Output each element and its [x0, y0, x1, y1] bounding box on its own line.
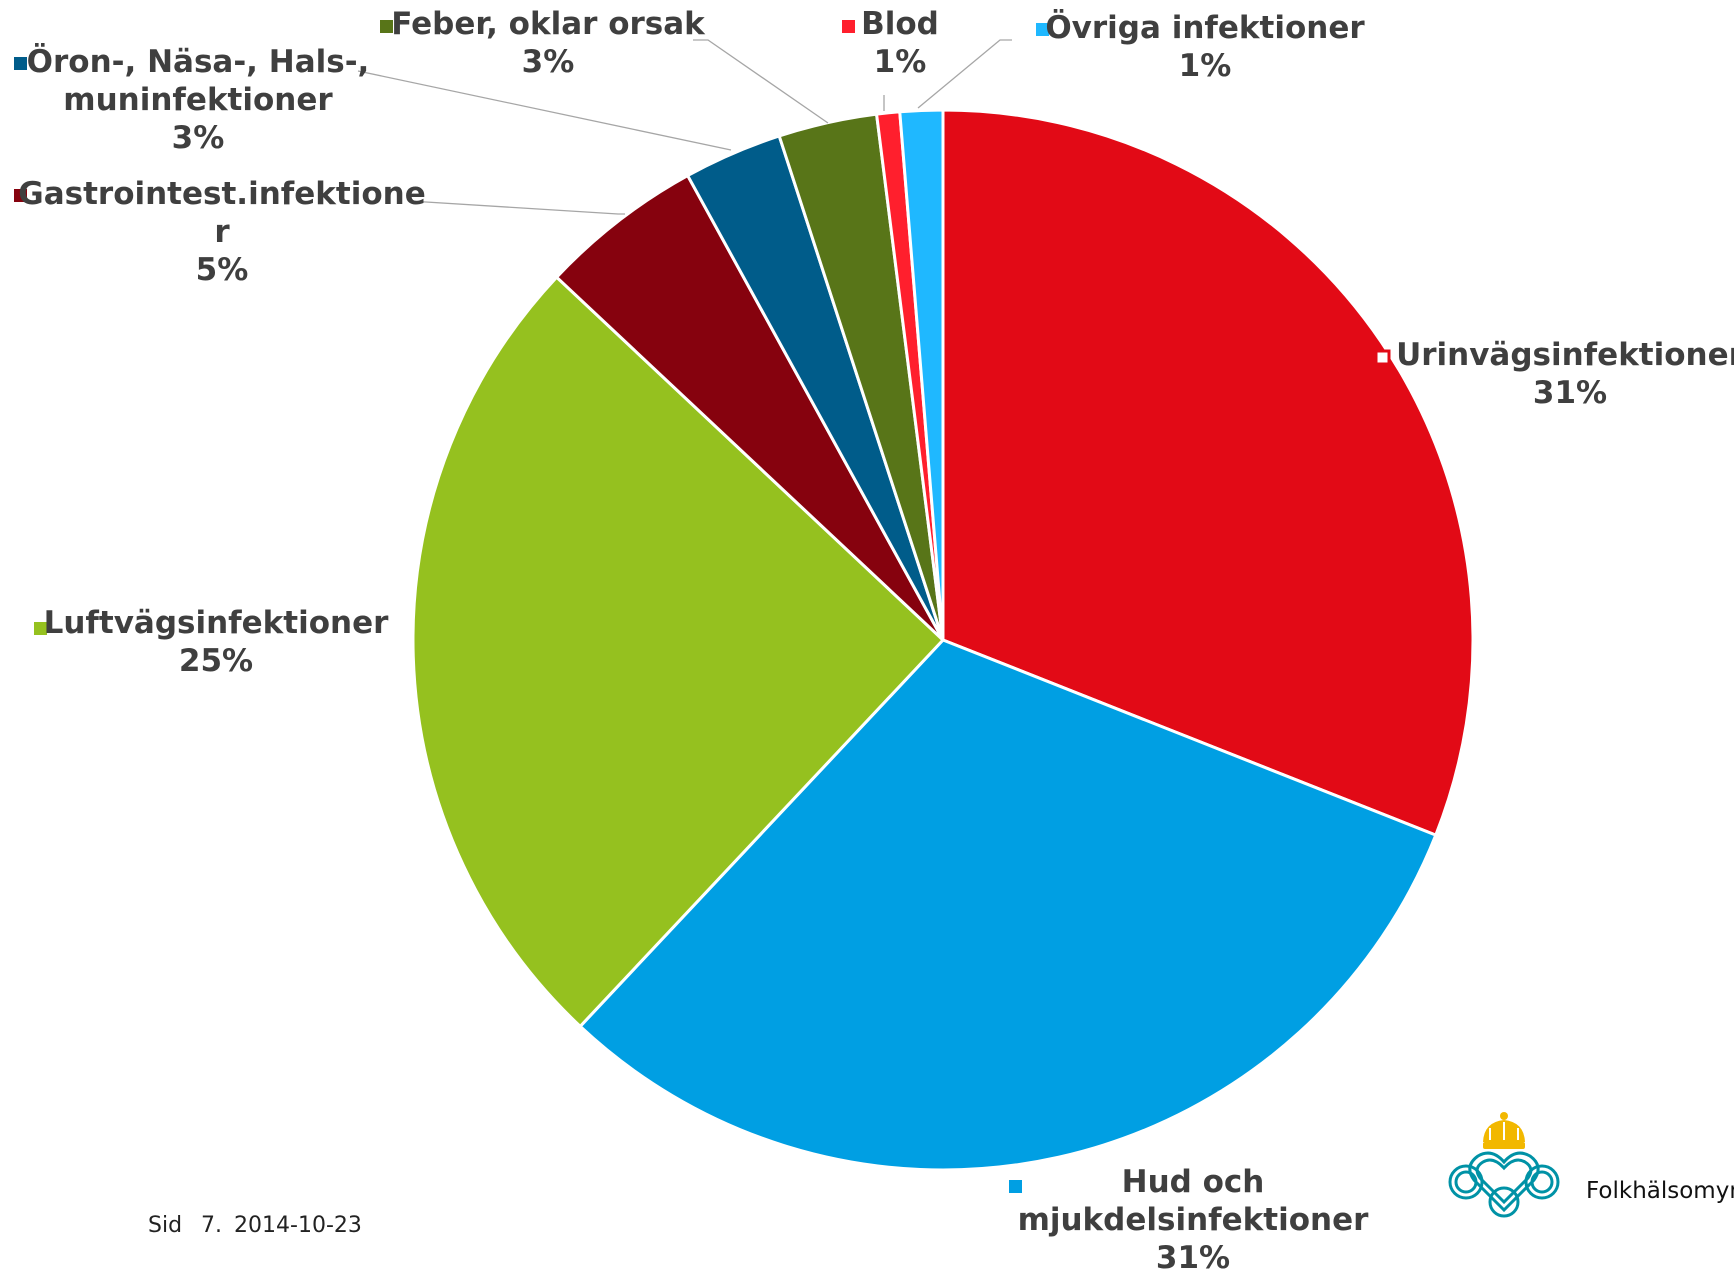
pie-slice-1 [578, 638, 1438, 1172]
folkhalsomyndigheten-logo-icon [1448, 1112, 1560, 1218]
logo-text: Folkhälsomyndigheten [1586, 1178, 1734, 1204]
knot-icon [1448, 1151, 1560, 1218]
slice-label-7: Övriga infektioner 1% [1045, 9, 1365, 84]
footer-page-label: Sid [148, 1213, 183, 1238]
slice-label-1: Hud och mjukdelsinfektioner 31% [1018, 1164, 1370, 1269]
label-swatch-3 [14, 189, 27, 202]
leader-line-3 [409, 200, 625, 215]
footer-date: 2014-10-23 [234, 1213, 362, 1238]
pie-slices [411, 108, 1475, 1172]
slice-label-6: Blod 1% [861, 6, 939, 80]
slice-label-5: Feber, oklar orsak 3% [391, 6, 706, 80]
slice-label-4: Öron-, Näsa-, Hals-, muninfektioner 3% [27, 43, 370, 156]
label-swatch-1 [1009, 1180, 1022, 1193]
slice-label-2: Luftvägsinfektioner 25% [44, 605, 390, 679]
slice-label-0: Urinvägsinfektioner 31% [1396, 337, 1734, 411]
leader-line-5 [693, 39, 829, 124]
leader-line-7 [917, 39, 1012, 109]
pie-slice-7 [898, 108, 945, 641]
slide-footer: Sid 7. 2014-10-23 [148, 1213, 374, 1238]
pie-slice-0 [941, 108, 1475, 838]
label-swatch-4 [14, 57, 27, 70]
leader-line-4 [357, 70, 732, 151]
label-swatch-5 [380, 20, 393, 33]
pie-slice-2 [411, 275, 946, 1029]
footer-page-number: 7. [201, 1213, 223, 1238]
label-swatch-0 [1374, 349, 1391, 366]
crown-icon [1483, 1112, 1525, 1149]
leader-lines [357, 39, 1012, 215]
label-swatch-6 [842, 20, 855, 33]
label-swatch-7 [1036, 23, 1049, 36]
slice-label-3: Gastrointest.infektione r 5% [18, 176, 425, 288]
slice-labels: Urinvägsinfektioner 31% Hud och mjukdelsinf… [14, 6, 1734, 1269]
pie-slice-3 [554, 173, 945, 642]
label-swatch-2 [34, 622, 47, 635]
